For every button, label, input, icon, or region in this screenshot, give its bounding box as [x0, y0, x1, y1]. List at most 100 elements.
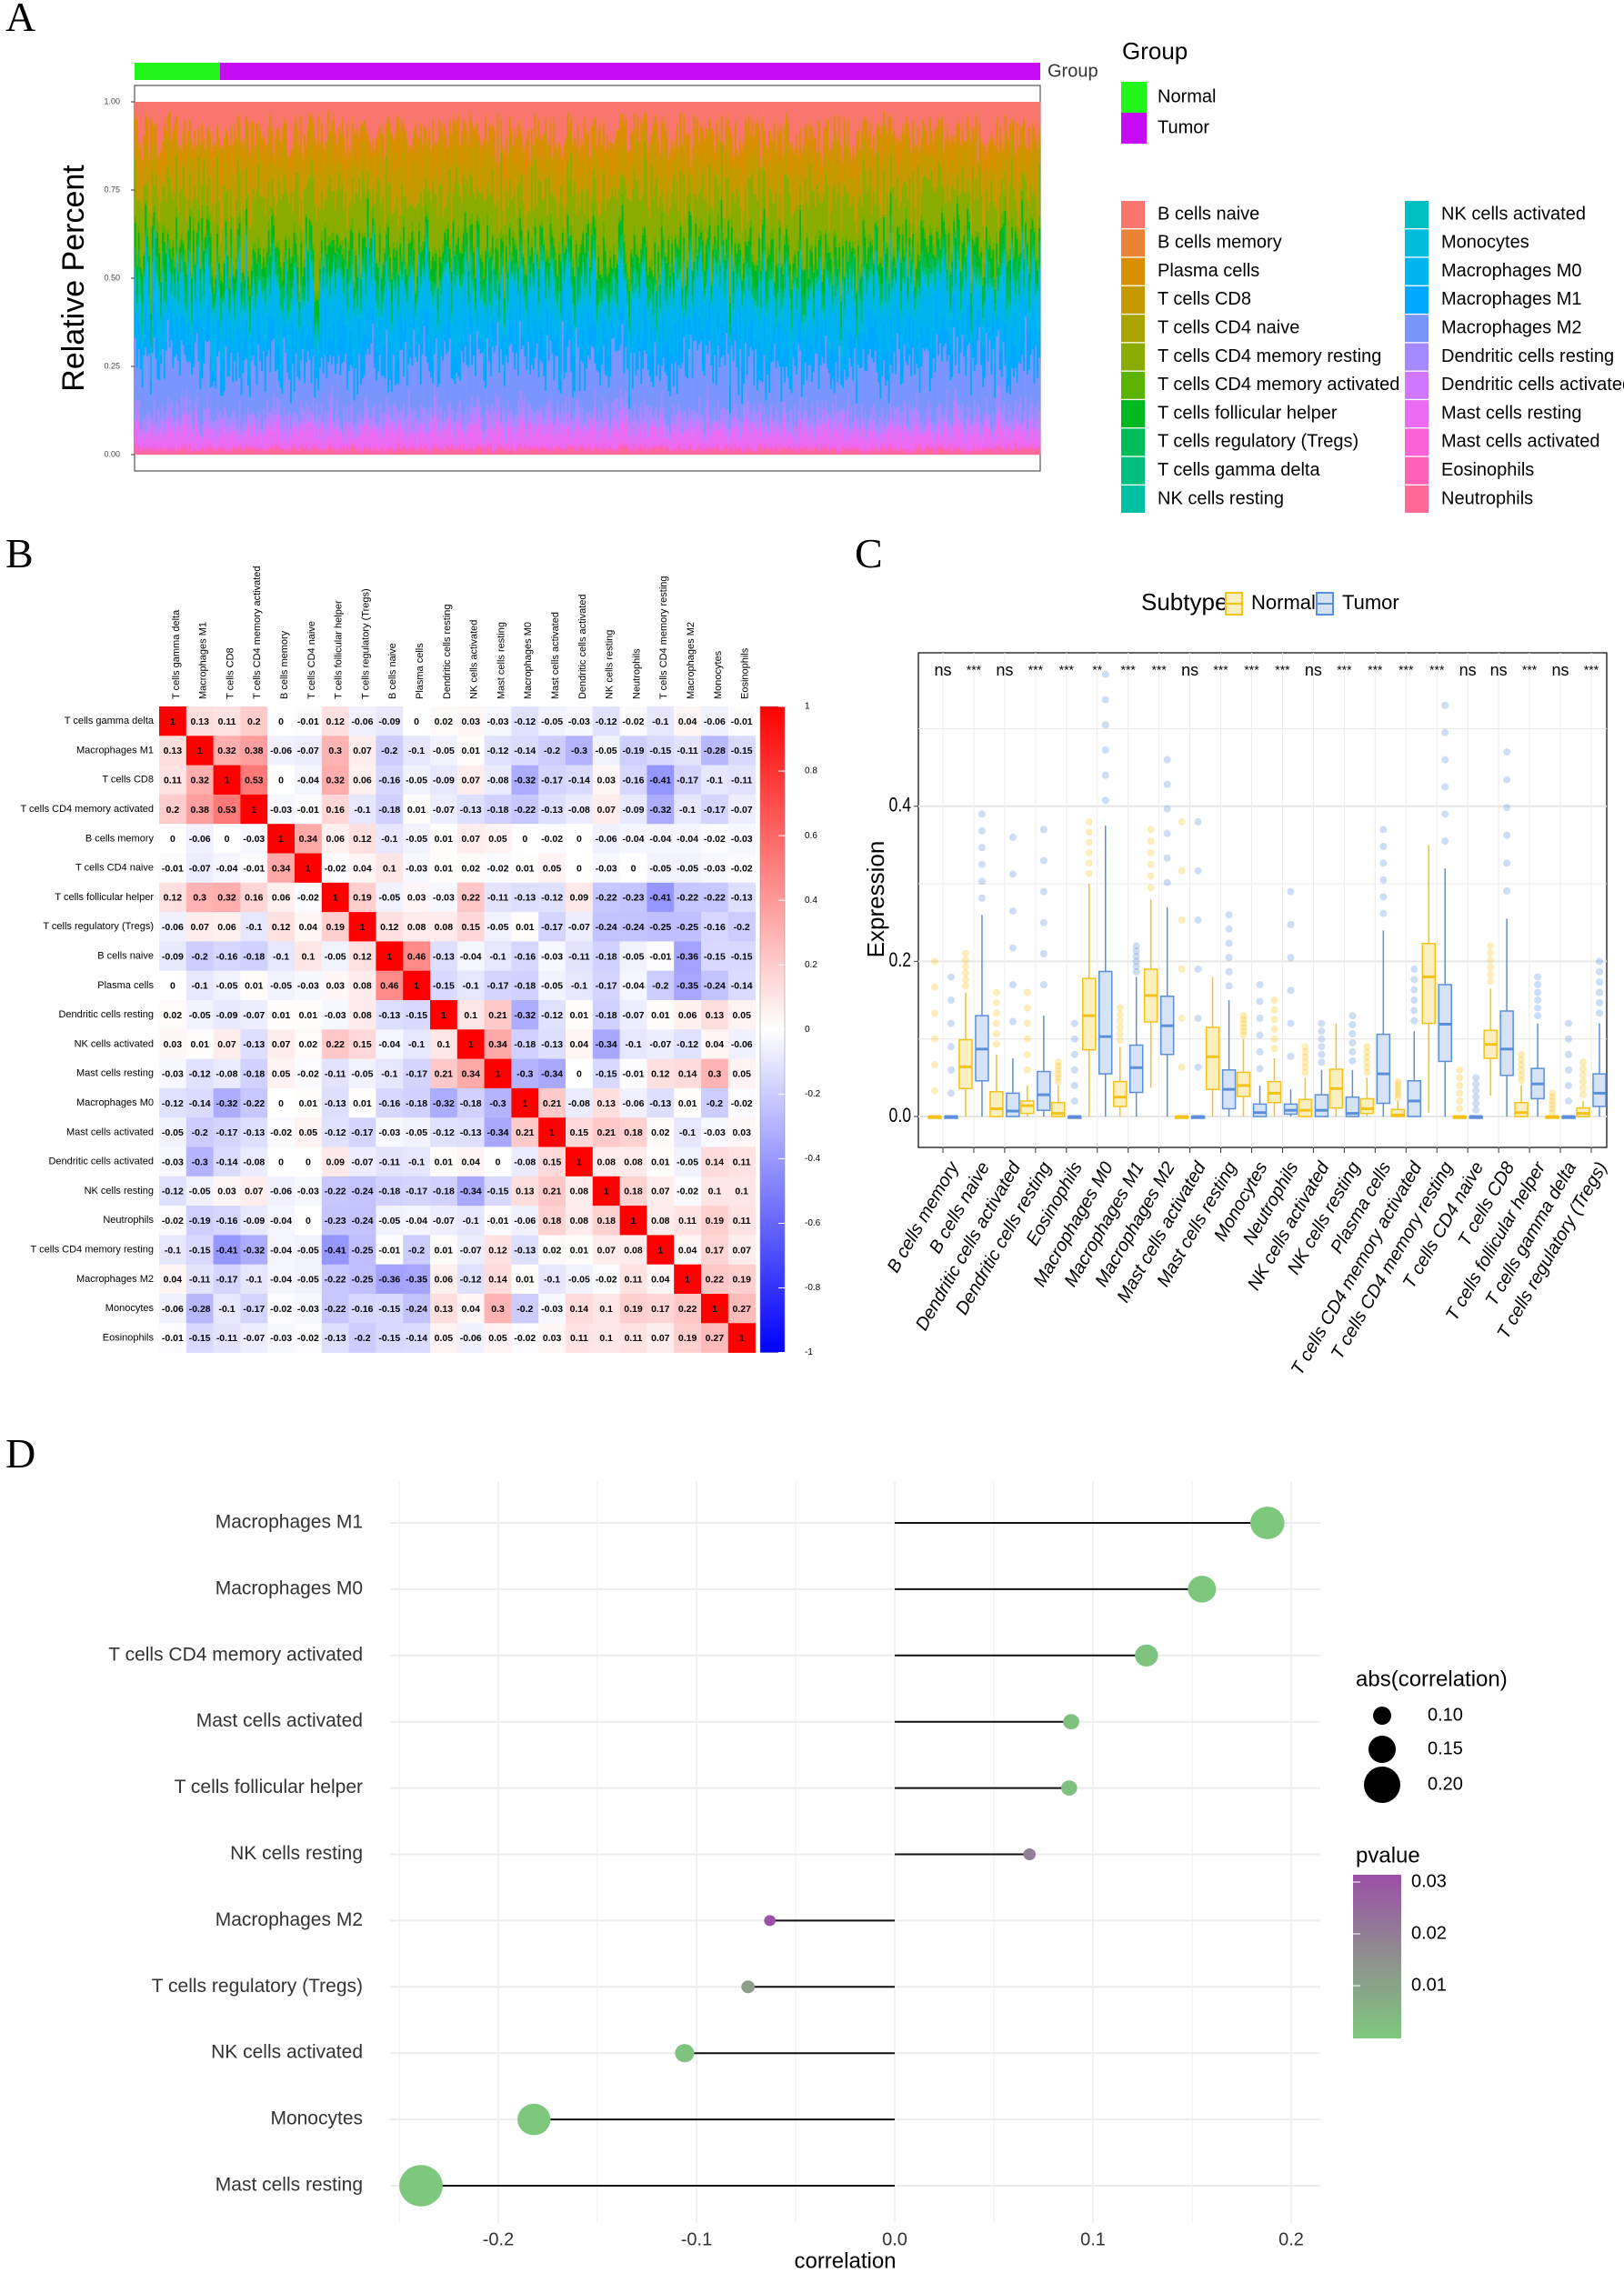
bar-segment: [411, 231, 414, 250]
bar-segment: [459, 419, 462, 445]
bar-segment: [269, 411, 272, 426]
bar-segment: [296, 173, 299, 255]
bar-segment: [378, 451, 381, 453]
bar-segment: [399, 102, 402, 127]
bar-segment: [516, 346, 520, 375]
bar-segment: [421, 424, 424, 435]
bar-segment: [401, 102, 404, 118]
bar-segment: [248, 330, 252, 334]
bar-segment: [353, 306, 356, 309]
bar-segment: [368, 448, 371, 451]
bar-segment: [368, 254, 371, 265]
bar-segment: [264, 144, 267, 147]
bar-segment: [139, 280, 142, 296]
bar-segment: [488, 303, 491, 306]
bar-segment: [376, 352, 380, 372]
bar-segment: [252, 424, 255, 446]
bar-segment: [288, 280, 291, 310]
bar-segment: [403, 402, 406, 424]
bar-segment: [279, 315, 282, 376]
bar-segment: [425, 244, 427, 248]
bar-segment: [483, 200, 486, 205]
bar-segment: [485, 452, 487, 456]
bar-segment: [242, 299, 245, 303]
bar-segment: [431, 416, 435, 425]
bar-segment: [273, 165, 276, 195]
bar-segment: [269, 429, 272, 446]
bar-segment: [314, 419, 316, 427]
bar-segment: [331, 446, 334, 449]
bar-segment: [248, 229, 252, 285]
bar-segment: [425, 102, 427, 129]
bar-segment: [170, 295, 173, 298]
bar-segment: [257, 263, 260, 281]
bar-segment: [345, 451, 347, 456]
bar-segment: [360, 451, 363, 454]
bar-segment: [139, 202, 142, 257]
bar-segment: [205, 148, 207, 151]
bar-segment: [360, 278, 363, 300]
bar-segment: [469, 257, 472, 263]
bar-segment: [195, 274, 198, 295]
bar-segment: [346, 406, 349, 424]
bar-segment: [203, 161, 206, 240]
bar-segment: [296, 302, 299, 307]
bar-segment: [454, 255, 456, 275]
bar-segment: [153, 228, 155, 230]
bar-segment: [384, 299, 386, 343]
bar-segment: [250, 433, 253, 442]
bar-segment: [488, 449, 491, 453]
bar-segment: [195, 144, 198, 148]
bar-segment: [372, 447, 375, 450]
bar-segment: [316, 102, 318, 142]
bar-segment: [363, 102, 366, 120]
bar-segment: [351, 158, 354, 174]
bar-segment: [192, 270, 195, 277]
bar-segment: [184, 396, 186, 416]
bar-segment: [216, 274, 219, 320]
bar-segment: [182, 407, 185, 413]
bar-segment: [392, 328, 395, 355]
bar-segment: [471, 286, 474, 293]
bar-segment: [404, 440, 407, 448]
bar-segment: [425, 140, 427, 177]
bar-segment: [283, 138, 286, 175]
bar-segment: [247, 375, 250, 386]
bar-segment: [259, 196, 262, 248]
bar-segment: [372, 323, 375, 407]
bar-segment: [160, 151, 163, 185]
bar-segment: [329, 442, 332, 446]
bar-segment: [230, 340, 233, 353]
bar-segment: [428, 280, 431, 283]
bar-segment: [485, 446, 487, 451]
bar-segment: [156, 435, 159, 449]
bar-segment: [446, 205, 448, 229]
bar-segment: [365, 128, 367, 165]
bar-segment: [247, 406, 250, 416]
bar-segment: [207, 269, 210, 273]
bar-segment: [370, 290, 373, 316]
bar-segment: [155, 450, 157, 456]
bar-segment: [399, 235, 402, 245]
bar-segment: [168, 347, 171, 406]
group-bar-tumor: [219, 63, 1040, 80]
bar-segment: [495, 345, 497, 392]
bar-segment: [271, 131, 274, 164]
bar-segment: [389, 136, 392, 183]
bar-segment: [423, 283, 426, 290]
bar-segment: [466, 429, 468, 449]
bar-segment: [277, 182, 281, 241]
bar-segment: [155, 321, 157, 359]
bar-segment: [189, 208, 192, 216]
bar-segment: [411, 148, 414, 178]
bar-segment: [257, 421, 260, 428]
bar-segment: [345, 278, 347, 325]
bar-segment: [477, 142, 480, 191]
bar-segment: [518, 428, 522, 445]
bar-segment: [168, 270, 171, 274]
bar-segment: [363, 279, 366, 286]
bar-segment: [514, 426, 516, 435]
bar-segment: [389, 181, 392, 185]
bar-segment: [456, 411, 458, 421]
bar-segment: [491, 167, 494, 171]
